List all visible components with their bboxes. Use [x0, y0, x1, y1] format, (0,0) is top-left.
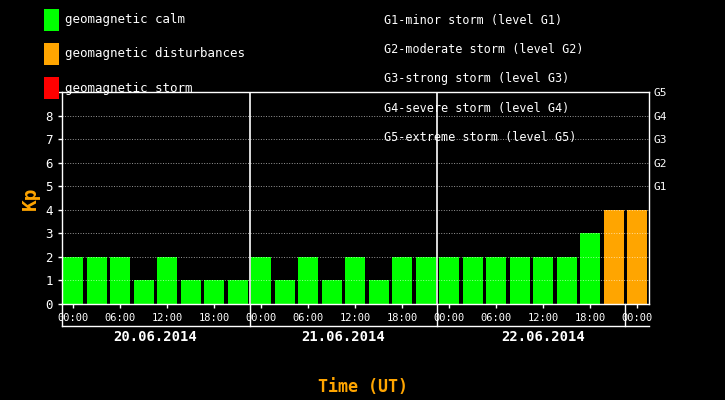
Bar	[439, 257, 459, 304]
Text: G4-severe storm (level G4): G4-severe storm (level G4)	[384, 102, 570, 115]
Y-axis label: Kp: Kp	[20, 186, 40, 210]
Bar	[415, 257, 436, 304]
Bar	[627, 210, 647, 304]
Text: G2-moderate storm (level G2): G2-moderate storm (level G2)	[384, 43, 584, 56]
Bar	[604, 210, 624, 304]
Text: geomagnetic disturbances: geomagnetic disturbances	[65, 48, 245, 60]
Bar	[486, 257, 506, 304]
Bar	[510, 257, 530, 304]
Bar	[204, 280, 224, 304]
Bar	[322, 280, 341, 304]
Bar	[63, 257, 83, 304]
Bar	[252, 257, 271, 304]
Bar	[110, 257, 130, 304]
Bar	[228, 280, 248, 304]
Text: 21.06.2014: 21.06.2014	[302, 330, 386, 344]
Bar	[298, 257, 318, 304]
Bar	[580, 233, 600, 304]
Text: 20.06.2014: 20.06.2014	[114, 330, 197, 344]
Bar	[275, 280, 295, 304]
Bar	[392, 257, 413, 304]
Text: G1-minor storm (level G1): G1-minor storm (level G1)	[384, 14, 563, 27]
Bar	[181, 280, 201, 304]
Bar	[369, 280, 389, 304]
Bar	[463, 257, 483, 304]
Bar	[157, 257, 178, 304]
Text: Time (UT): Time (UT)	[318, 378, 407, 396]
Bar	[557, 257, 576, 304]
Text: geomagnetic calm: geomagnetic calm	[65, 14, 186, 26]
Text: G5-extreme storm (level G5): G5-extreme storm (level G5)	[384, 131, 576, 144]
Bar	[134, 280, 154, 304]
Text: geomagnetic storm: geomagnetic storm	[65, 82, 193, 94]
Bar	[87, 257, 107, 304]
Text: G3-strong storm (level G3): G3-strong storm (level G3)	[384, 72, 570, 86]
Bar	[345, 257, 365, 304]
Bar	[533, 257, 553, 304]
Text: 22.06.2014: 22.06.2014	[501, 330, 585, 344]
